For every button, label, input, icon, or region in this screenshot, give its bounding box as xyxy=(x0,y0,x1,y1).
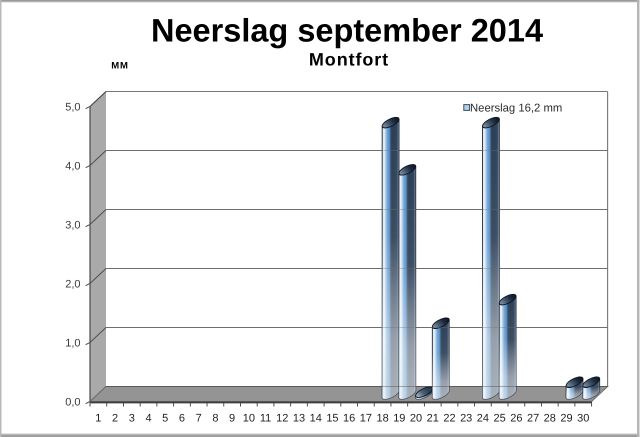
svg-text:29: 29 xyxy=(560,413,572,425)
svg-text:21: 21 xyxy=(427,413,439,425)
svg-text:22: 22 xyxy=(443,413,455,425)
svg-text:19: 19 xyxy=(393,413,405,425)
svg-text:28: 28 xyxy=(544,413,556,425)
svg-text:27: 27 xyxy=(527,413,539,425)
svg-text:9: 9 xyxy=(229,413,235,425)
svg-text:24: 24 xyxy=(477,413,489,425)
svg-text:MM: MM xyxy=(111,61,128,72)
svg-text:Neerslag 16,2 mm: Neerslag 16,2 mm xyxy=(470,103,562,115)
svg-text:13: 13 xyxy=(293,413,305,425)
svg-text:14: 14 xyxy=(310,413,322,425)
svg-text:26: 26 xyxy=(510,413,522,425)
svg-text:16: 16 xyxy=(343,413,355,425)
svg-text:8: 8 xyxy=(212,413,218,425)
svg-text:1,0: 1,0 xyxy=(65,337,80,349)
svg-text:4,0: 4,0 xyxy=(65,160,80,172)
svg-text:12: 12 xyxy=(276,413,288,425)
svg-text:3,0: 3,0 xyxy=(65,219,80,231)
svg-text:20: 20 xyxy=(410,413,422,425)
svg-text:17: 17 xyxy=(360,413,372,425)
svg-text:30: 30 xyxy=(577,413,589,425)
svg-text:Neerslag september 2014: Neerslag september 2014 xyxy=(151,13,543,49)
svg-text:3: 3 xyxy=(129,413,135,425)
svg-text:7: 7 xyxy=(196,413,202,425)
svg-text:11: 11 xyxy=(260,413,271,425)
svg-text:Montfort: Montfort xyxy=(309,50,389,70)
svg-text:5: 5 xyxy=(162,413,168,425)
svg-text:18: 18 xyxy=(376,413,388,425)
svg-text:4: 4 xyxy=(145,413,151,425)
svg-text:15: 15 xyxy=(326,413,338,425)
svg-text:6: 6 xyxy=(179,413,185,425)
svg-text:5,0: 5,0 xyxy=(65,101,80,113)
svg-text:1: 1 xyxy=(95,413,101,425)
svg-text:2: 2 xyxy=(112,413,118,425)
svg-text:23: 23 xyxy=(460,413,472,425)
svg-text:0,0: 0,0 xyxy=(65,396,80,408)
svg-text:10: 10 xyxy=(243,413,255,425)
svg-text:2,0: 2,0 xyxy=(65,278,80,290)
svg-text:25: 25 xyxy=(494,413,506,425)
